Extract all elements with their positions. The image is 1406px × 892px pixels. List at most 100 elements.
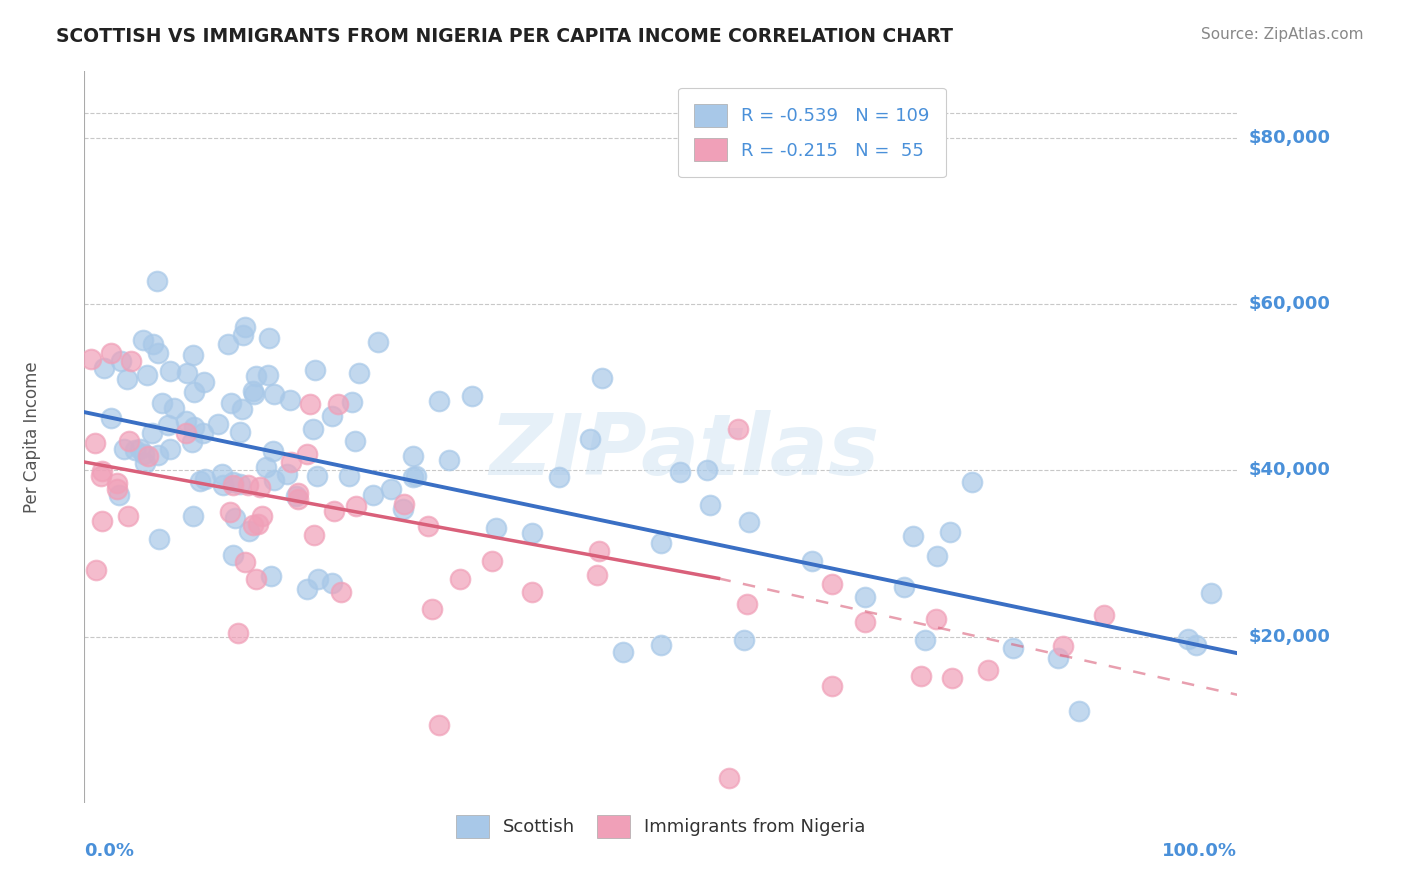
Point	[380, 482, 402, 496]
Point	[90, 469, 112, 483]
Point	[260, 568, 283, 582]
Point	[321, 576, 343, 591]
Point	[939, 524, 962, 539]
Point	[183, 420, 205, 434]
Point	[148, 448, 170, 462]
Point	[925, 612, 948, 626]
Point	[401, 470, 423, 484]
Point	[363, 488, 385, 502]
Point	[222, 548, 245, 562]
Point	[254, 460, 277, 475]
Point	[229, 425, 252, 439]
Point	[257, 330, 280, 344]
Point	[120, 354, 142, 368]
Point	[262, 443, 284, 458]
Point	[821, 679, 844, 693]
Point	[349, 367, 371, 381]
Point	[132, 333, 155, 347]
Point	[124, 442, 146, 457]
Point	[485, 521, 508, 535]
Point	[117, 509, 139, 524]
Point	[222, 478, 245, 492]
Point	[229, 476, 252, 491]
Point	[176, 366, 198, 380]
Point	[302, 422, 325, 436]
Point	[579, 432, 602, 446]
Point	[221, 395, 243, 409]
Point	[188, 474, 211, 488]
Point	[696, 463, 718, 477]
Point	[263, 386, 285, 401]
Point	[1052, 640, 1074, 654]
Point	[548, 470, 571, 484]
Point	[100, 411, 122, 425]
Point	[344, 434, 367, 449]
Point	[1177, 632, 1199, 646]
Point	[231, 401, 253, 416]
Point	[821, 576, 844, 591]
Point	[392, 502, 415, 516]
Point	[242, 518, 264, 533]
Point	[337, 468, 360, 483]
Point	[307, 572, 329, 586]
Point	[976, 663, 998, 677]
Point	[246, 516, 269, 531]
Point	[1199, 586, 1222, 600]
Text: Per Capita Income: Per Capita Income	[22, 361, 41, 513]
Point	[1094, 608, 1116, 623]
Point	[427, 718, 450, 732]
Point	[520, 585, 543, 599]
Point	[738, 515, 761, 529]
Point	[394, 497, 416, 511]
Point	[941, 671, 963, 685]
Point	[853, 615, 876, 629]
Point	[256, 368, 278, 383]
Text: SCOTTISH VS IMMIGRANTS FROM NIGERIA PER CAPITA INCOME CORRELATION CHART: SCOTTISH VS IMMIGRANTS FROM NIGERIA PER …	[56, 27, 953, 45]
Point	[181, 348, 204, 362]
Point	[112, 442, 135, 457]
Point	[217, 337, 239, 351]
Point	[136, 368, 159, 383]
Point	[284, 489, 307, 503]
Point	[280, 455, 302, 469]
Point	[236, 478, 259, 492]
Point	[162, 401, 184, 416]
Point	[588, 544, 610, 558]
Point	[110, 353, 132, 368]
Point	[245, 368, 267, 383]
Point	[181, 434, 204, 449]
Point	[142, 337, 165, 351]
Point	[80, 351, 103, 366]
Point	[437, 452, 460, 467]
Point	[1185, 638, 1208, 652]
Point	[591, 371, 613, 385]
Point	[427, 394, 450, 409]
Point	[699, 498, 721, 512]
Point	[650, 535, 672, 549]
Point	[245, 572, 267, 586]
Point	[193, 376, 215, 390]
Point	[183, 385, 205, 400]
Point	[1001, 640, 1024, 655]
Point	[86, 563, 108, 577]
Text: 0.0%: 0.0%	[84, 842, 135, 860]
Point	[287, 485, 309, 500]
Point	[295, 447, 318, 461]
Point	[191, 426, 214, 441]
Point	[733, 633, 755, 648]
Legend: Scottish, Immigrants from Nigeria: Scottish, Immigrants from Nigeria	[441, 800, 880, 852]
Point	[117, 434, 139, 448]
Point	[416, 519, 439, 533]
Point	[326, 397, 349, 411]
Point	[914, 633, 936, 648]
Point	[146, 345, 169, 359]
Point	[91, 464, 114, 478]
Point	[402, 449, 425, 463]
Point	[233, 319, 256, 334]
Point	[84, 436, 107, 450]
Point	[727, 422, 749, 436]
Point	[194, 472, 217, 486]
Point	[159, 363, 181, 377]
Point	[93, 361, 115, 376]
Point	[176, 425, 198, 440]
